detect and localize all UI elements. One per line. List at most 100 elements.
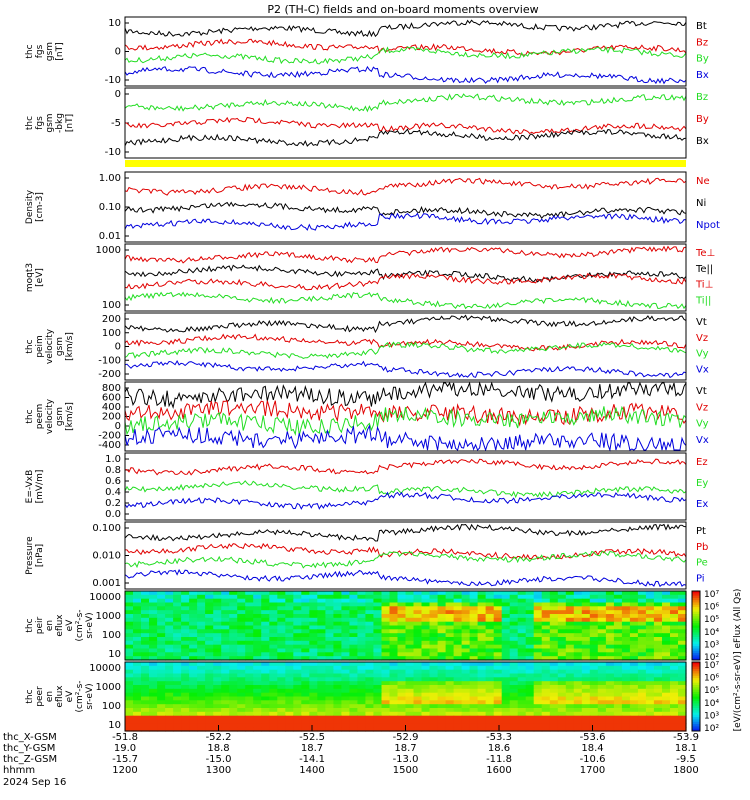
heatmap-cell	[277, 711, 286, 717]
heatmap-cell	[253, 704, 262, 709]
heatmap-cell	[653, 602, 663, 607]
colorbar-cell	[692, 694, 700, 697]
colorbar-cell	[692, 675, 700, 679]
heatmap-cell	[309, 640, 318, 646]
heatmap-cell	[325, 685, 334, 690]
panel-1-ylabel: thc	[25, 44, 35, 58]
heatmap-cell	[597, 700, 607, 705]
ytick-label: -400	[98, 440, 121, 451]
heatmap-cell	[461, 708, 471, 713]
heatmap-cell	[493, 633, 503, 638]
heatmap-cell	[133, 652, 142, 657]
heatmap-cell	[421, 656, 431, 661]
heatmap-cell	[493, 692, 503, 698]
heatmap-cell	[141, 692, 150, 698]
heatmap-cell	[453, 652, 463, 657]
heatmap-cell	[421, 614, 431, 619]
heatmap-cell	[389, 594, 399, 600]
heatmap-cell	[589, 610, 599, 615]
heatmap-cell	[469, 610, 479, 615]
heatmap-cell	[509, 617, 519, 623]
heatmap-cell	[309, 633, 318, 638]
heatmap-cell	[325, 602, 334, 607]
heatmap-cell	[477, 617, 487, 623]
heatmap-cell	[573, 606, 583, 611]
heatmap-cell	[621, 673, 631, 678]
heatmap-cell	[405, 621, 415, 627]
heatmap-cell	[365, 677, 374, 682]
heatmap-cell	[662, 602, 671, 607]
heatmap-cell	[245, 685, 254, 690]
heatmap-cell	[573, 692, 583, 698]
xtick-label: 1200	[112, 765, 137, 776]
heatmap-cell	[293, 633, 302, 638]
heatmap-cell	[205, 629, 214, 634]
heatmap-cell	[141, 700, 150, 705]
heatmap-cell	[573, 685, 583, 690]
heatmap-cell	[341, 681, 350, 686]
heatmap-cell	[573, 652, 583, 657]
heatmap-cell	[365, 591, 374, 596]
heatmap-cell	[517, 617, 527, 623]
heatmap-cell	[637, 633, 647, 638]
heatmap-cell	[501, 681, 511, 686]
heatmap-cell	[237, 640, 246, 646]
heatmap-cell	[485, 614, 495, 619]
heatmap-cell	[670, 652, 679, 657]
heatmap-cell	[261, 594, 270, 600]
heatmap-cell	[373, 640, 382, 646]
heatmap-cell	[437, 594, 447, 600]
heatmap-cell	[205, 673, 214, 678]
heatmap-cell	[381, 617, 391, 623]
heatmap-cell	[301, 621, 310, 627]
heatmap-cell	[261, 719, 270, 724]
colorbar-tick: 10⁵	[704, 615, 719, 625]
heatmap-cell	[125, 681, 134, 686]
heatmap-cell	[605, 665, 615, 671]
heatmap-cell	[461, 644, 471, 650]
heatmap-cell	[525, 606, 535, 611]
heatmap-cell	[509, 700, 519, 705]
heatmap-cell	[221, 640, 230, 646]
heatmap-cell	[389, 681, 399, 686]
heatmap-cell	[429, 677, 439, 682]
heatmap-cell	[141, 656, 150, 661]
heatmap-cell	[557, 621, 567, 627]
heatmap-cell	[301, 591, 310, 596]
heatmap-cell	[333, 665, 342, 671]
heatmap-cell	[357, 711, 366, 717]
heatmap-cell	[589, 648, 599, 653]
heatmap-cell	[461, 629, 471, 634]
heatmap-cell	[269, 665, 278, 671]
Te⊥-trace	[124, 245, 687, 264]
heatmap-cell	[429, 656, 439, 661]
heatmap-cell	[341, 692, 350, 698]
heatmap-cell	[437, 637, 447, 642]
heatmap-cell	[125, 719, 134, 724]
heatmap-cell	[357, 669, 366, 675]
heatmap-cell	[645, 665, 655, 671]
heatmap-cell	[405, 594, 415, 600]
legend-Vx: Vx	[696, 435, 709, 446]
heatmap-cell	[573, 614, 583, 619]
heatmap-cell	[325, 677, 334, 682]
heatmap-cell	[197, 629, 206, 634]
heatmap-cell	[253, 700, 262, 705]
panel-7-ylabel: [mV/m]	[35, 470, 45, 504]
heatmap-cell	[293, 711, 302, 717]
ytick-label: 0	[115, 47, 121, 58]
heatmap-cell	[637, 617, 647, 623]
heatmap-cell	[189, 637, 198, 642]
heatmap-cell	[573, 633, 583, 638]
heatmap-cell	[429, 662, 439, 667]
heatmap-cell	[325, 719, 334, 724]
heatmap-cell	[670, 610, 679, 615]
heatmap-cell	[245, 621, 254, 627]
heatmap-cell	[589, 685, 599, 690]
ytick-label: 1.00	[99, 173, 121, 184]
heatmap-cell	[325, 614, 334, 619]
heatmap-cell	[213, 700, 222, 705]
heatmap-cell	[205, 685, 214, 690]
heatmap-cell	[309, 688, 318, 694]
